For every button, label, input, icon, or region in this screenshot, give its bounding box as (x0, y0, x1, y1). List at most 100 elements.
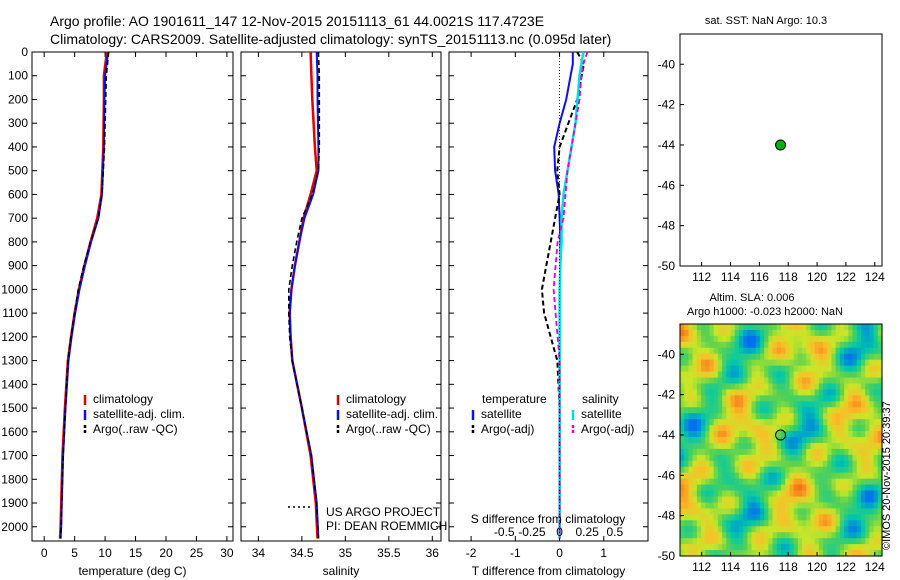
sla-map-cell (692, 413, 698, 420)
sla-map-cell (848, 425, 854, 432)
sla-map-cell (860, 389, 866, 396)
sla-map-cell (839, 371, 845, 379)
sla-map-cell (747, 419, 753, 426)
sla-map-cell (696, 401, 702, 408)
sla-map-cell (776, 341, 782, 349)
sla-map-cell (802, 544, 807, 551)
sla-map-cell (814, 508, 820, 515)
temperature-panel: 0 5 10 15 20 25 300100200300400500600700800900… (1, 45, 234, 578)
sla-map-cell (680, 365, 685, 373)
sla-map-cell (751, 496, 757, 504)
sla-map-cell (713, 419, 719, 426)
sla-map-cell (764, 353, 769, 361)
sla-map-cell (726, 395, 732, 402)
sla-map-cell (764, 520, 769, 527)
sla-map-cell (696, 448, 702, 456)
sla-map-cell (684, 389, 690, 396)
sla-map-cell (873, 335, 879, 343)
sla-map-cell (709, 371, 715, 379)
sla-map-cell (701, 460, 706, 468)
sla-map-cell (734, 502, 740, 510)
sla-map-cell (696, 335, 702, 343)
diff-legend-sal-label: Argo(-adj) (581, 422, 634, 436)
sla-map-cell (688, 383, 694, 391)
sla-map-cell (814, 341, 820, 349)
sla-map-cell (877, 353, 883, 361)
sla-map-cell (877, 544, 883, 551)
sla-map-cell (877, 526, 883, 533)
sla-map-cell (692, 526, 698, 533)
sla-map-cell (848, 347, 854, 355)
sla-map-cell (738, 401, 744, 408)
sla-map-cell (860, 324, 866, 331)
sla-map-cell (772, 431, 778, 438)
sla-map-cell (751, 448, 757, 456)
sla-map-cell (831, 532, 837, 539)
sla-map-cell (793, 538, 799, 545)
sla-map-cell (814, 442, 820, 450)
sla-map-cell (877, 448, 883, 456)
sla-map-cell (831, 359, 837, 367)
sla-map-cell (776, 448, 782, 456)
sla-map-cell (768, 478, 774, 486)
sla-map-cell (759, 550, 765, 557)
sla-map-cell (865, 544, 870, 551)
sla-map-title-line2: Argo h1000: -0.023 h2000: NaN (687, 306, 843, 318)
sla-map-cell (827, 371, 833, 379)
sla-map-cell (734, 544, 740, 551)
sla-map-cell (713, 425, 719, 432)
sla-map-cell (730, 431, 736, 438)
sla-map-cell (722, 324, 727, 331)
sla-map-cell (692, 419, 698, 426)
sla-map-cell (776, 407, 782, 414)
sla-map-cell (852, 377, 858, 385)
sla-map-cell (730, 496, 736, 504)
sla-map-cell (797, 347, 803, 355)
sla-map-cell (688, 490, 694, 498)
sla-map-cell (776, 550, 782, 557)
sla-map-cell (696, 454, 702, 462)
sla-map-cell (818, 401, 824, 408)
sla-map-cell (789, 478, 795, 486)
sla-map-cell (734, 365, 740, 373)
sla-map-cell (848, 496, 854, 504)
sla-map-cell (747, 383, 753, 391)
sla-map-ytick-label: -42 (658, 388, 676, 402)
sla-map-cell (852, 484, 858, 492)
sla-map-cell (738, 324, 744, 331)
sla-map-cell (844, 502, 849, 510)
sla-map-cell (844, 347, 849, 355)
sla-map-cell (709, 401, 715, 408)
sla-map-cell (852, 502, 858, 510)
sla-map-cell (776, 520, 782, 527)
sla-map-cell (680, 371, 685, 379)
sla-map-cell (713, 341, 719, 349)
sla-map-cell (692, 359, 698, 367)
sla-map-cell (764, 395, 769, 402)
sla-map-cell (730, 401, 736, 408)
sla-map-cell (734, 413, 740, 420)
sla-map-cell (772, 425, 778, 432)
sla-map-cell (726, 371, 732, 379)
sla-map-cell (692, 538, 698, 545)
sla-map-cell (701, 341, 706, 349)
sla-map-cell (709, 431, 715, 438)
sla-map-cell (713, 324, 719, 331)
sla-map-cell (869, 460, 875, 468)
sla-map-cell (856, 532, 862, 539)
sla-map-cell (764, 359, 769, 367)
sla-map-cell (789, 425, 795, 432)
sla-map-cell (785, 401, 791, 408)
sla-map-cell (810, 437, 816, 444)
sla-map-cell (869, 496, 875, 504)
sla-map-cell (785, 514, 791, 521)
sla-map-cell (860, 514, 866, 521)
sla-map-cell (852, 544, 858, 551)
sla-map-cell (755, 442, 761, 450)
sla-map-cell (839, 484, 845, 492)
sla-map-cell (797, 550, 803, 557)
sla-map-cell (772, 347, 778, 355)
sla-map-cell (848, 478, 854, 486)
sla-map-cell (781, 460, 786, 468)
sla-map-cell (856, 544, 862, 551)
